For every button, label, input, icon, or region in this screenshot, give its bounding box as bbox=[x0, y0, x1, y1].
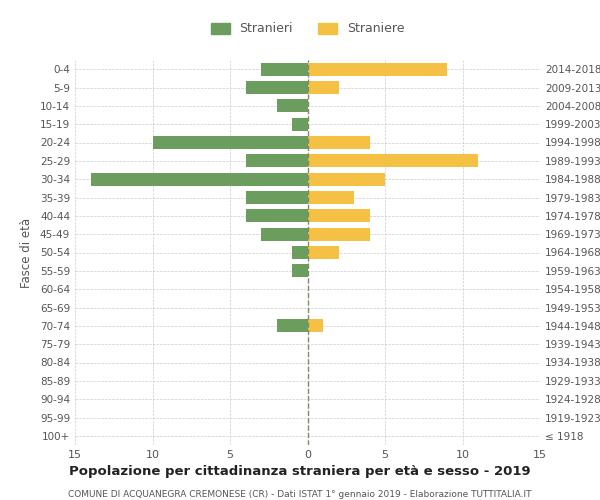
Bar bbox=[261, 63, 308, 76]
Bar bbox=[245, 154, 308, 167]
Bar bbox=[308, 246, 338, 259]
Bar bbox=[308, 210, 370, 222]
Legend: Stranieri, Straniere: Stranieri, Straniere bbox=[205, 16, 410, 42]
Bar bbox=[152, 136, 308, 149]
Y-axis label: Anni di nascita: Anni di nascita bbox=[596, 209, 600, 296]
Bar bbox=[308, 173, 385, 186]
Bar bbox=[308, 320, 323, 332]
Bar bbox=[277, 100, 308, 112]
Bar bbox=[292, 246, 308, 259]
Text: COMUNE DI ACQUANEGRA CREMONESE (CR) - Dati ISTAT 1° gennaio 2019 - Elaborazione : COMUNE DI ACQUANEGRA CREMONESE (CR) - Da… bbox=[68, 490, 532, 499]
Bar bbox=[245, 81, 308, 94]
Y-axis label: Fasce di età: Fasce di età bbox=[20, 218, 33, 288]
Bar bbox=[245, 210, 308, 222]
Bar bbox=[245, 191, 308, 204]
Bar bbox=[308, 154, 478, 167]
Bar bbox=[292, 118, 308, 130]
Bar bbox=[308, 191, 354, 204]
Bar bbox=[261, 228, 308, 240]
Bar bbox=[308, 136, 370, 149]
Bar bbox=[91, 173, 308, 186]
Bar bbox=[308, 63, 447, 76]
Text: Popolazione per cittadinanza straniera per età e sesso - 2019: Popolazione per cittadinanza straniera p… bbox=[69, 465, 531, 478]
Bar bbox=[277, 320, 308, 332]
Bar bbox=[292, 264, 308, 277]
Bar bbox=[308, 228, 370, 240]
Bar bbox=[308, 81, 338, 94]
